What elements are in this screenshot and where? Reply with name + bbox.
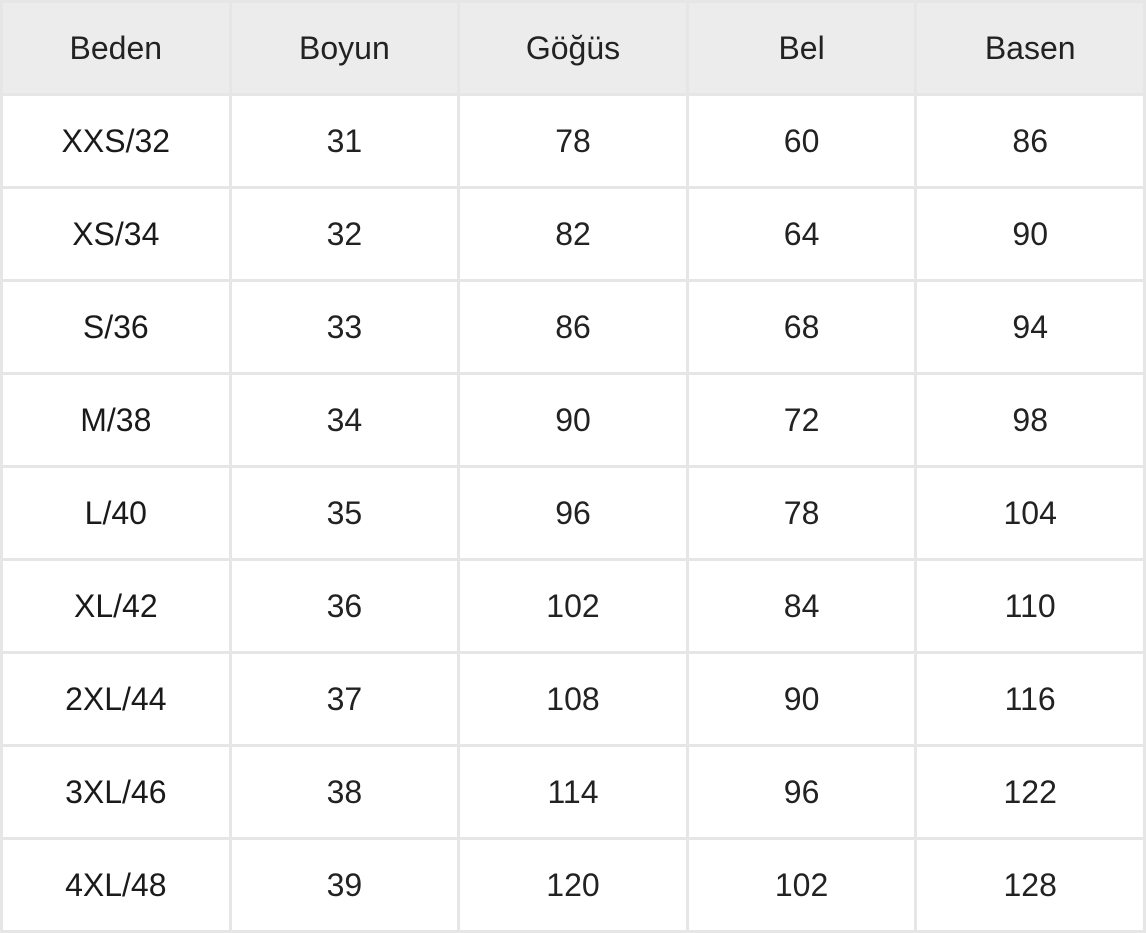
measurement-cell: 104	[917, 468, 1143, 558]
measurement-cell: 31	[231, 96, 458, 186]
size-cell: L/40	[3, 468, 229, 558]
measurement-cell: 116	[917, 654, 1143, 744]
measurement-cell: 64	[688, 189, 915, 279]
measurement-cell: 78	[460, 96, 686, 186]
measurement-cell: 35	[231, 468, 458, 558]
measurement-cell: 94	[917, 282, 1143, 372]
table-row: XS/34 32 82 64 90	[3, 189, 1143, 279]
measurement-cell: 32	[231, 189, 458, 279]
measurement-cell: 78	[688, 468, 915, 558]
table-row: M/38 34 90 72 98	[3, 375, 1143, 465]
size-cell: 4XL/48	[3, 840, 229, 930]
column-header: Bel	[688, 3, 915, 93]
measurement-cell: 98	[917, 375, 1143, 465]
column-header: Boyun	[231, 3, 458, 93]
table-row: 3XL/46 38 114 96 122	[3, 747, 1143, 837]
measurement-cell: 102	[688, 840, 915, 930]
measurement-cell: 122	[917, 747, 1143, 837]
column-header: Beden	[3, 3, 229, 93]
measurement-cell: 39	[231, 840, 458, 930]
measurement-cell: 36	[231, 561, 458, 651]
measurement-cell: 33	[231, 282, 458, 372]
measurement-cell: 128	[917, 840, 1143, 930]
measurement-cell: 120	[460, 840, 686, 930]
measurement-cell: 38	[231, 747, 458, 837]
measurement-cell: 108	[460, 654, 686, 744]
table-row: 2XL/44 37 108 90 116	[3, 654, 1143, 744]
measurement-cell: 86	[917, 96, 1143, 186]
header-row: Beden Boyun Göğüs Bel Basen	[3, 3, 1143, 93]
table-row: XXS/32 31 78 60 86	[3, 96, 1143, 186]
measurement-cell: 84	[688, 561, 915, 651]
measurement-cell: 68	[688, 282, 915, 372]
size-cell: XXS/32	[3, 96, 229, 186]
measurement-cell: 34	[231, 375, 458, 465]
measurement-cell: 96	[460, 468, 686, 558]
size-cell: S/36	[3, 282, 229, 372]
measurement-cell: 82	[460, 189, 686, 279]
size-cell: 3XL/46	[3, 747, 229, 837]
measurement-cell: 90	[460, 375, 686, 465]
size-cell: XS/34	[3, 189, 229, 279]
table-row: S/36 33 86 68 94	[3, 282, 1143, 372]
measurement-cell: 96	[688, 747, 915, 837]
measurement-cell: 90	[688, 654, 915, 744]
column-header: Göğüs	[460, 3, 686, 93]
size-cell: XL/42	[3, 561, 229, 651]
table-row: L/40 35 96 78 104	[3, 468, 1143, 558]
measurement-cell: 90	[917, 189, 1143, 279]
column-header: Basen	[917, 3, 1143, 93]
measurement-cell: 72	[688, 375, 915, 465]
table-row: XL/42 36 102 84 110	[3, 561, 1143, 651]
table-row: 4XL/48 39 120 102 128	[3, 840, 1143, 930]
measurement-cell: 102	[460, 561, 686, 651]
measurement-cell: 37	[231, 654, 458, 744]
measurement-cell: 110	[917, 561, 1143, 651]
size-cell: 2XL/44	[3, 654, 229, 744]
size-cell: M/38	[3, 375, 229, 465]
measurement-cell: 60	[688, 96, 915, 186]
measurement-cell: 86	[460, 282, 686, 372]
measurement-cell: 114	[460, 747, 686, 837]
